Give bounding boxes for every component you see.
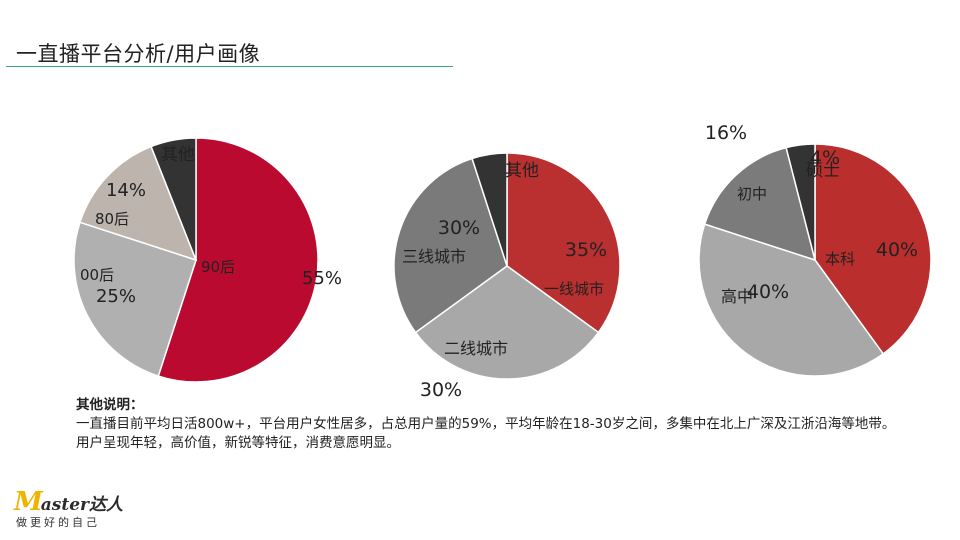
city-slice-3: [471, 152, 508, 267]
age-value-label-1: 25%: [96, 286, 136, 307]
edu-value-label-2: 16%: [705, 122, 747, 144]
title-underline: [6, 66, 453, 67]
city-category-label-1: 二线城市: [444, 339, 508, 358]
brand-logo: Master达人 做更好的自己: [14, 487, 124, 531]
edu-category-label-1: 高中: [721, 287, 753, 306]
city-slice-1: [414, 265, 600, 380]
age-category-label-0: 90后: [201, 258, 235, 276]
city-value-label-0: 35%: [565, 239, 607, 261]
edu-slice-3: [785, 143, 816, 261]
age-category-label-3: 其他: [161, 145, 195, 165]
notes-line-2: 用户呈现年轻，高价值，新锐等特征，消费意愿明显。: [76, 435, 400, 451]
edu-category-label-3: 硕士: [806, 161, 840, 181]
age-slice-0: [157, 137, 319, 383]
logo-brand-rest: aster达人: [40, 495, 123, 515]
city-slice-2: [393, 157, 508, 334]
age-category-label-2: 80后: [95, 210, 129, 228]
city-category-label-0: 一线城市: [544, 280, 604, 298]
notes-heading: 其他说明：: [76, 397, 144, 413]
city-category-label-2: 三线城市: [402, 247, 466, 266]
logo-tagline: 做更好的自己: [16, 516, 100, 529]
age-value-label-0: 55%: [302, 268, 342, 289]
edu-category-label-0: 本科: [825, 250, 855, 268]
logo-brand-text: Master达人: [14, 487, 123, 517]
edu-slice-0: [814, 143, 932, 355]
logo-brand-initial: M: [14, 487, 43, 517]
age-category-label-1: 00后: [80, 266, 114, 284]
edu-slice-1: [698, 223, 885, 377]
edu-category-label-2: 初中: [737, 185, 767, 203]
age-slice-2: [79, 145, 198, 262]
edu-value-label-3: 4%: [810, 147, 840, 169]
age-slice-3: [150, 137, 197, 261]
edu-value-label-0: 40%: [876, 239, 918, 261]
notes-line-1: 一直播目前平均日活800w+，平台用户女性居多，占总用户量的59%，平均年龄在1…: [76, 416, 896, 432]
city-value-label-1: 30%: [420, 379, 462, 401]
age-value-label-2: 14%: [106, 180, 146, 201]
edu-slice-2: [703, 146, 817, 262]
notes-block: 其他说明： 一直播目前平均日活800w+，平台用户女性居多，占总用户量的59%，…: [76, 396, 936, 453]
age-slice-1: [73, 221, 197, 377]
city-slice-0: [506, 152, 621, 334]
edu-value-label-1: 40%: [747, 281, 789, 303]
city-value-label-2: 30%: [438, 217, 480, 239]
page-title: 一直播平台分析/用户画像: [16, 42, 261, 66]
city-category-label-3: 其他: [505, 161, 539, 181]
